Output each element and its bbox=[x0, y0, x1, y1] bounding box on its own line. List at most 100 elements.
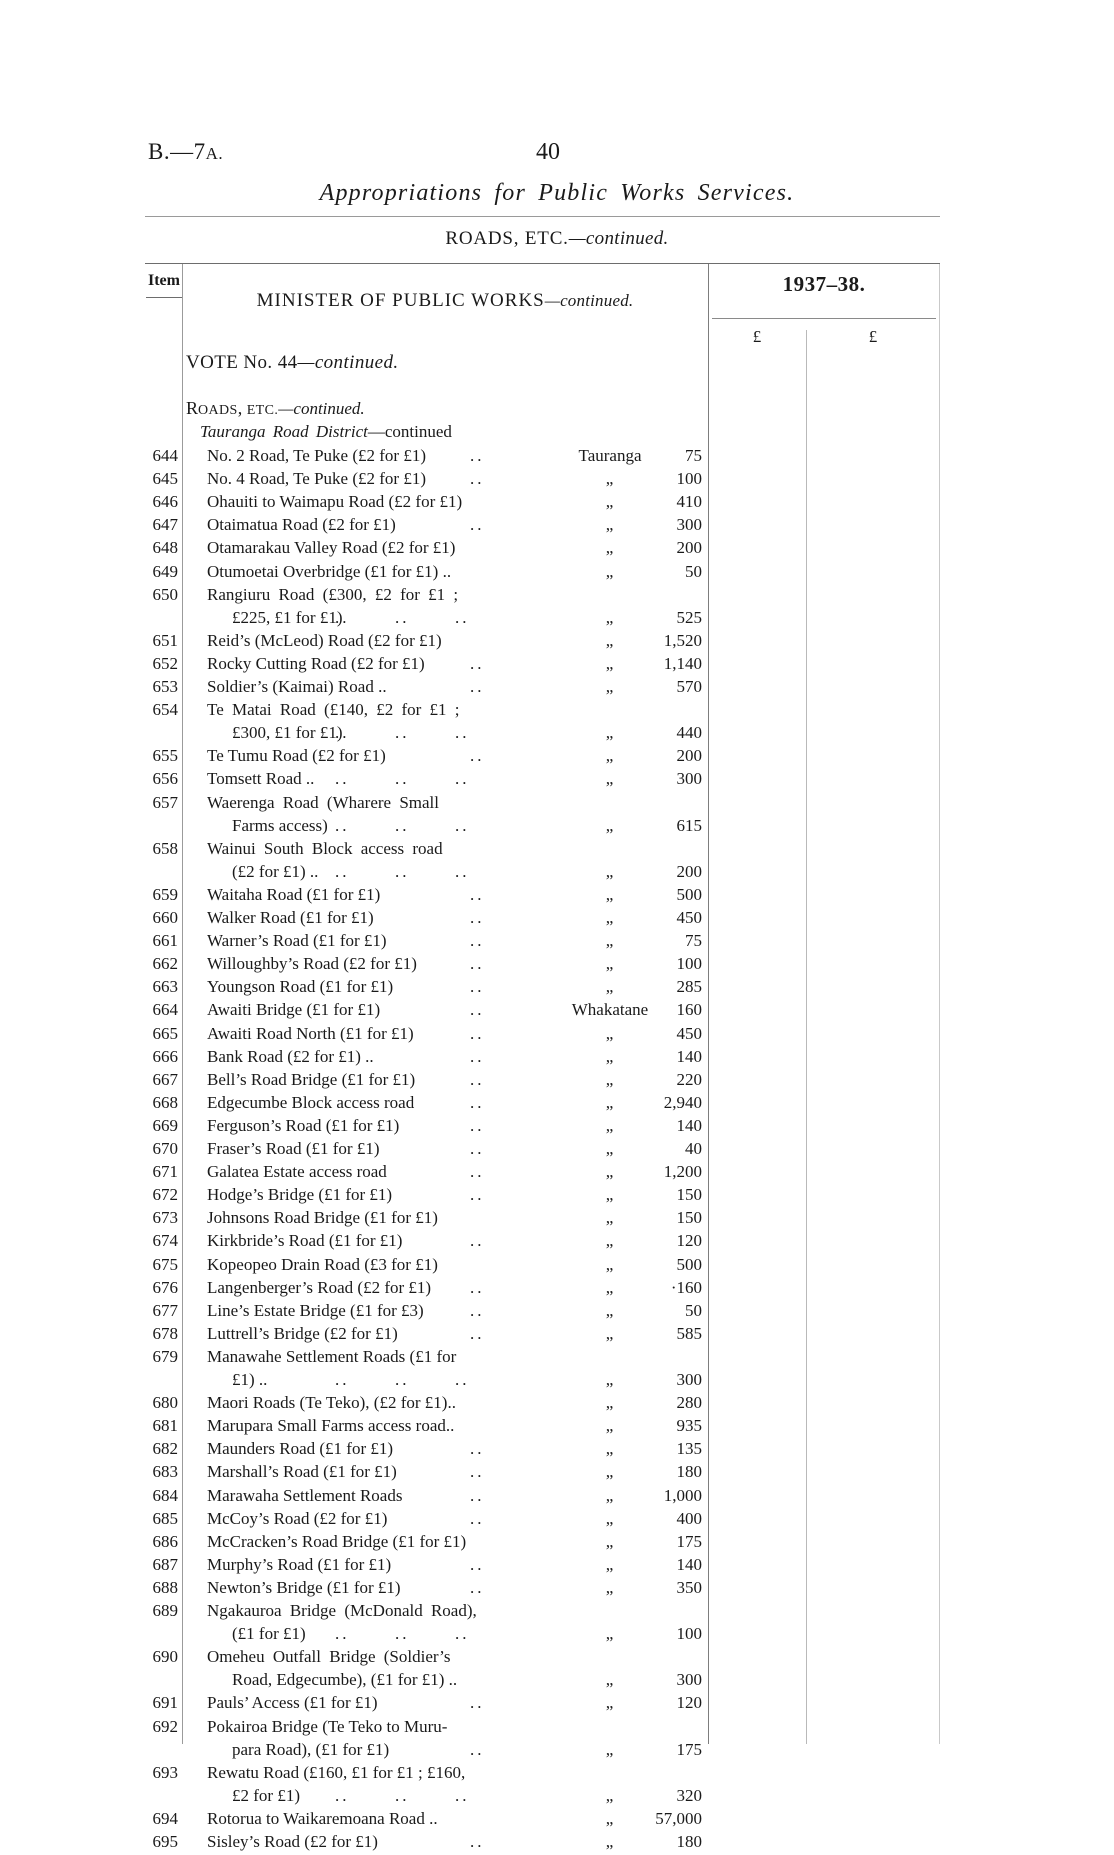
row-district-ditto: „ bbox=[605, 1370, 615, 1389]
row-amount: 500 bbox=[676, 884, 703, 904]
vote-heading: VOTE No. 44—continued. bbox=[186, 352, 399, 374]
item-column-rule bbox=[182, 264, 183, 1744]
row-description: McCoy’s Road (£2 for £1) bbox=[207, 1508, 388, 1528]
row-description: Murphy’s Road (£1 for £1) bbox=[207, 1554, 392, 1574]
row-item-number: 646 bbox=[152, 492, 179, 512]
row-item-number: 692 bbox=[152, 1716, 179, 1736]
row-description: Pokairoa Bridge (Te Teko to Muru- bbox=[207, 1716, 448, 1736]
row-item-number: 683 bbox=[152, 1462, 179, 1482]
row-item-number: 647 bbox=[152, 515, 179, 535]
row-description: (£1 for £1) bbox=[232, 1624, 306, 1644]
money-subcolumn-rule bbox=[806, 330, 807, 1744]
row-item-number: 668 bbox=[152, 1092, 179, 1112]
row-leader-dots: .. bbox=[335, 1624, 350, 1644]
table-row: (£2 for £1) ........ „ 200 bbox=[0, 862, 1114, 885]
row-district-ditto: „ bbox=[605, 1554, 615, 1574]
row-leader-dots: .. bbox=[335, 607, 350, 627]
row-leader-dots: .. bbox=[470, 1739, 485, 1759]
table-row: 675 Kopeopeo Drain Road (£3 for £1) „ 500 bbox=[0, 1255, 1114, 1278]
row-leader-dots: .. bbox=[395, 861, 410, 881]
row-description: Waerenga Road (Wharere Small bbox=[207, 792, 439, 812]
row-district-ditto: „ bbox=[605, 1254, 615, 1274]
row-item-number: 670 bbox=[152, 1139, 179, 1158]
table-row: 657 Waerenga Road (Wharere Small bbox=[0, 793, 1114, 816]
row-district: Whakatane bbox=[571, 1000, 649, 1020]
table-row: 659 Waitaha Road (£1 for £1).. „ 500 bbox=[0, 885, 1114, 908]
roads-subheading-comma: , bbox=[237, 398, 247, 418]
roads-subheading-etc: ETC. bbox=[246, 403, 279, 418]
row-leader-dots: .. bbox=[455, 861, 470, 881]
row-item-number: 662 bbox=[152, 954, 179, 974]
row-description: Road, Edgecumbe), (£1 for £1) .. bbox=[232, 1670, 458, 1690]
row-amount: 280 bbox=[676, 1393, 703, 1413]
row-leader-dots: .. bbox=[470, 469, 485, 489]
row-item-number: 649 bbox=[152, 561, 179, 581]
row-district-ditto: „ bbox=[605, 1508, 615, 1528]
row-leader-dots: .. bbox=[470, 1577, 485, 1597]
row-description: Bank Road (£2 for £1) .. bbox=[207, 1046, 374, 1066]
row-description: Hodge’s Bridge (£1 for £1) bbox=[207, 1185, 393, 1205]
row-amount: 100 bbox=[676, 469, 703, 489]
row-description: Te Tumu Road (£2 for £1) bbox=[207, 746, 386, 766]
row-leader-dots: .. bbox=[470, 1439, 485, 1459]
row-item-number: 695 bbox=[152, 1832, 179, 1851]
table-row: 670 Fraser’s Road (£1 for £1).. „ 40 bbox=[0, 1139, 1114, 1162]
table-row: 669 Ferguson’s Road (£1 for £1).. „ 140 bbox=[0, 1116, 1114, 1139]
row-district-ditto: „ bbox=[605, 1162, 615, 1182]
row-amount: 200 bbox=[676, 538, 703, 558]
row-district-ditto: „ bbox=[605, 1323, 615, 1343]
table-right-rule bbox=[939, 264, 940, 1744]
row-amount: 585 bbox=[676, 1323, 703, 1343]
row-description: Newton’s Bridge (£1 for £1) bbox=[207, 1577, 401, 1597]
table-row: 651 Reid’s (McLeod) Road (£2 for £1) „ 1,52… bbox=[0, 631, 1114, 654]
row-district-ditto: „ bbox=[605, 1046, 615, 1066]
row-item-number: 675 bbox=[152, 1254, 179, 1274]
money-column-rule bbox=[708, 264, 709, 1744]
section-title: ROADS, ETC.—continued. bbox=[0, 228, 1114, 250]
row-leader-dots: .. bbox=[395, 815, 410, 835]
row-item-number: 679 bbox=[152, 1346, 179, 1366]
row-leader-dots: .. bbox=[455, 1370, 470, 1389]
row-description: Reid’s (McLeod) Road (£2 for £1) bbox=[207, 630, 442, 650]
table-row: 661 Warner’s Road (£1 for £1).. „ 75 bbox=[0, 931, 1114, 954]
row-description: Bell’s Road Bridge (£1 for £1) bbox=[207, 1069, 416, 1089]
row-district-ditto: „ bbox=[605, 1485, 615, 1505]
row-leader-dots: .. bbox=[335, 769, 350, 789]
table-row: 665 Awaiti Road North (£1 for £1).. „ 450 bbox=[0, 1024, 1114, 1047]
item-column-header: Item bbox=[148, 272, 180, 289]
row-amount: 1,140 bbox=[663, 653, 702, 673]
row-description: Farms access) bbox=[232, 815, 328, 835]
row-amount: 300 bbox=[676, 1370, 703, 1389]
row-amount: 525 bbox=[676, 607, 703, 627]
row-amount: 500 bbox=[676, 1254, 703, 1274]
table-row: 655 Te Tumu Road (£2 for £1).. „ 200 bbox=[0, 746, 1114, 769]
row-leader-dots: .. bbox=[470, 1139, 485, 1158]
row-description: Marshall’s Road (£1 for £1) bbox=[207, 1462, 397, 1482]
row-description: Kopeopeo Drain Road (£3 for £1) bbox=[207, 1254, 438, 1274]
row-leader-dots: .. bbox=[395, 723, 410, 743]
currency-header-2: £ bbox=[868, 327, 878, 346]
row-description: Ngakauroa Bridge (McDonald Road), bbox=[207, 1601, 477, 1620]
table-row: 681 Marupara Small Farms access road.. „ 93… bbox=[0, 1416, 1114, 1439]
row-amount: 150 bbox=[676, 1208, 703, 1228]
row-amount: 175 bbox=[676, 1739, 703, 1759]
row-description: Galatea Estate access road bbox=[207, 1162, 387, 1182]
row-district-ditto: „ bbox=[605, 1439, 615, 1459]
row-description: Edgecumbe Block access road bbox=[207, 1092, 415, 1112]
row-leader-dots: .. bbox=[470, 884, 485, 904]
row-leader-dots: .. bbox=[470, 1162, 485, 1182]
row-amount: 50 bbox=[685, 1300, 702, 1320]
row-amount: 320 bbox=[676, 1785, 703, 1805]
document-number-main: B.—7 bbox=[148, 139, 206, 164]
row-leader-dots: .. bbox=[335, 723, 350, 743]
row-description: Johnsons Road Bridge (£1 for £1) bbox=[207, 1208, 438, 1228]
table-row: 660 Walker Road (£1 for £1).. „ 450 bbox=[0, 908, 1114, 931]
row-amount: 100 bbox=[676, 1624, 703, 1644]
row-leader-dots: .. bbox=[470, 1323, 485, 1343]
table-row: 663 Youngson Road (£1 for £1).. „ 285 bbox=[0, 977, 1114, 1000]
row-amount: 140 bbox=[676, 1554, 703, 1574]
row-leader-dots: .. bbox=[455, 1624, 470, 1644]
row-leader-dots: .. bbox=[470, 677, 485, 696]
table-row: 645 No. 4 Road, Te Puke (£2 for £1).. „ 100 bbox=[0, 469, 1114, 492]
row-description: Warner’s Road (£1 for £1) bbox=[207, 931, 387, 951]
